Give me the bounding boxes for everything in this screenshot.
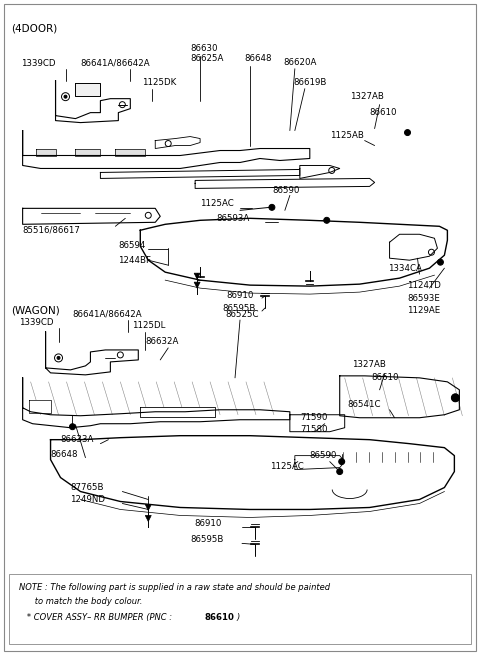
Circle shape (339, 458, 345, 464)
Circle shape (405, 130, 410, 136)
Polygon shape (300, 166, 340, 178)
Text: 86632A: 86632A (145, 337, 179, 346)
Circle shape (437, 259, 444, 265)
Bar (9, 574, 471, 644)
Polygon shape (145, 515, 151, 521)
Polygon shape (295, 456, 345, 470)
Circle shape (64, 95, 67, 98)
Text: 1125AC: 1125AC (200, 199, 234, 208)
Text: (4DOOR): (4DOOR) (11, 24, 57, 34)
Text: 1124TD: 1124TD (408, 280, 442, 290)
Circle shape (57, 356, 60, 360)
Circle shape (70, 424, 75, 430)
Text: 86541C: 86541C (348, 400, 381, 409)
Polygon shape (75, 83, 100, 96)
Polygon shape (36, 149, 56, 157)
Text: 86620A: 86620A (283, 58, 316, 67)
Circle shape (336, 468, 343, 475)
Polygon shape (140, 407, 215, 417)
Text: 1125AB: 1125AB (330, 131, 364, 140)
Text: 86910: 86910 (226, 291, 253, 299)
Text: 86610: 86610 (204, 612, 234, 622)
Text: 86641A/86642A: 86641A/86642A (81, 58, 150, 67)
Circle shape (269, 204, 275, 210)
Polygon shape (23, 130, 310, 168)
Text: 1244BF: 1244BF (119, 255, 151, 265)
Polygon shape (340, 376, 459, 418)
Text: 86633A: 86633A (60, 435, 94, 444)
Polygon shape (50, 436, 455, 510)
Text: 86595B: 86595B (222, 303, 255, 312)
Text: 1125AC: 1125AC (270, 462, 304, 471)
Polygon shape (290, 415, 345, 432)
Text: 86610: 86610 (370, 108, 397, 117)
Text: * COVER ASSY– RR BUMPER (PNC :: * COVER ASSY– RR BUMPER (PNC : (19, 612, 174, 622)
Polygon shape (46, 332, 138, 375)
Text: 86648: 86648 (50, 450, 78, 459)
Text: 1129AE: 1129AE (408, 305, 441, 314)
Polygon shape (115, 149, 145, 157)
Circle shape (452, 394, 459, 402)
Text: 86590: 86590 (310, 451, 337, 460)
Text: 86593E: 86593E (408, 293, 440, 303)
Text: 1339CD: 1339CD (21, 59, 55, 68)
Text: 85516/86617: 85516/86617 (23, 226, 81, 234)
Text: 86594: 86594 (119, 241, 146, 250)
Polygon shape (194, 273, 200, 279)
Text: 86641A/86642A: 86641A/86642A (72, 310, 142, 318)
Text: 1249ND: 1249ND (71, 495, 106, 504)
Polygon shape (100, 170, 300, 178)
Circle shape (451, 394, 459, 402)
Text: 86595B: 86595B (190, 535, 224, 544)
Text: to match the body colour.: to match the body colour. (19, 597, 142, 606)
Text: 86648: 86648 (244, 54, 272, 64)
Text: 86610: 86610 (372, 373, 399, 383)
Text: 86593A: 86593A (216, 214, 249, 223)
Text: 86590: 86590 (272, 186, 300, 195)
Text: 71590: 71590 (300, 413, 327, 422)
Text: 1125DL: 1125DL (132, 320, 166, 329)
Text: 86630: 86630 (190, 45, 217, 53)
Polygon shape (23, 378, 290, 428)
Polygon shape (194, 282, 200, 288)
Polygon shape (195, 178, 374, 189)
Text: 87765B: 87765B (71, 483, 104, 492)
Text: 71580: 71580 (300, 425, 327, 434)
Text: 1125DK: 1125DK (142, 78, 177, 87)
Text: 86525C: 86525C (225, 310, 259, 318)
Text: ): ) (237, 612, 240, 622)
Text: (WAGON): (WAGON) (11, 305, 60, 315)
Polygon shape (23, 208, 160, 224)
Polygon shape (390, 234, 437, 260)
Text: 1327AB: 1327AB (352, 360, 385, 369)
Polygon shape (145, 504, 151, 510)
Polygon shape (56, 81, 130, 122)
Text: 1327AB: 1327AB (350, 92, 384, 101)
Polygon shape (29, 400, 50, 413)
Text: 1339CD: 1339CD (19, 318, 53, 326)
Text: 86619B: 86619B (294, 78, 327, 87)
Circle shape (324, 217, 330, 223)
Polygon shape (155, 136, 200, 149)
Polygon shape (75, 149, 100, 157)
Text: NOTE : The following part is supplied in a raw state and should be painted: NOTE : The following part is supplied in… (19, 583, 330, 591)
Text: 86625A: 86625A (190, 54, 224, 64)
Polygon shape (140, 218, 447, 286)
Text: 86910: 86910 (194, 519, 221, 528)
Text: 1334CA: 1334CA (387, 264, 421, 272)
